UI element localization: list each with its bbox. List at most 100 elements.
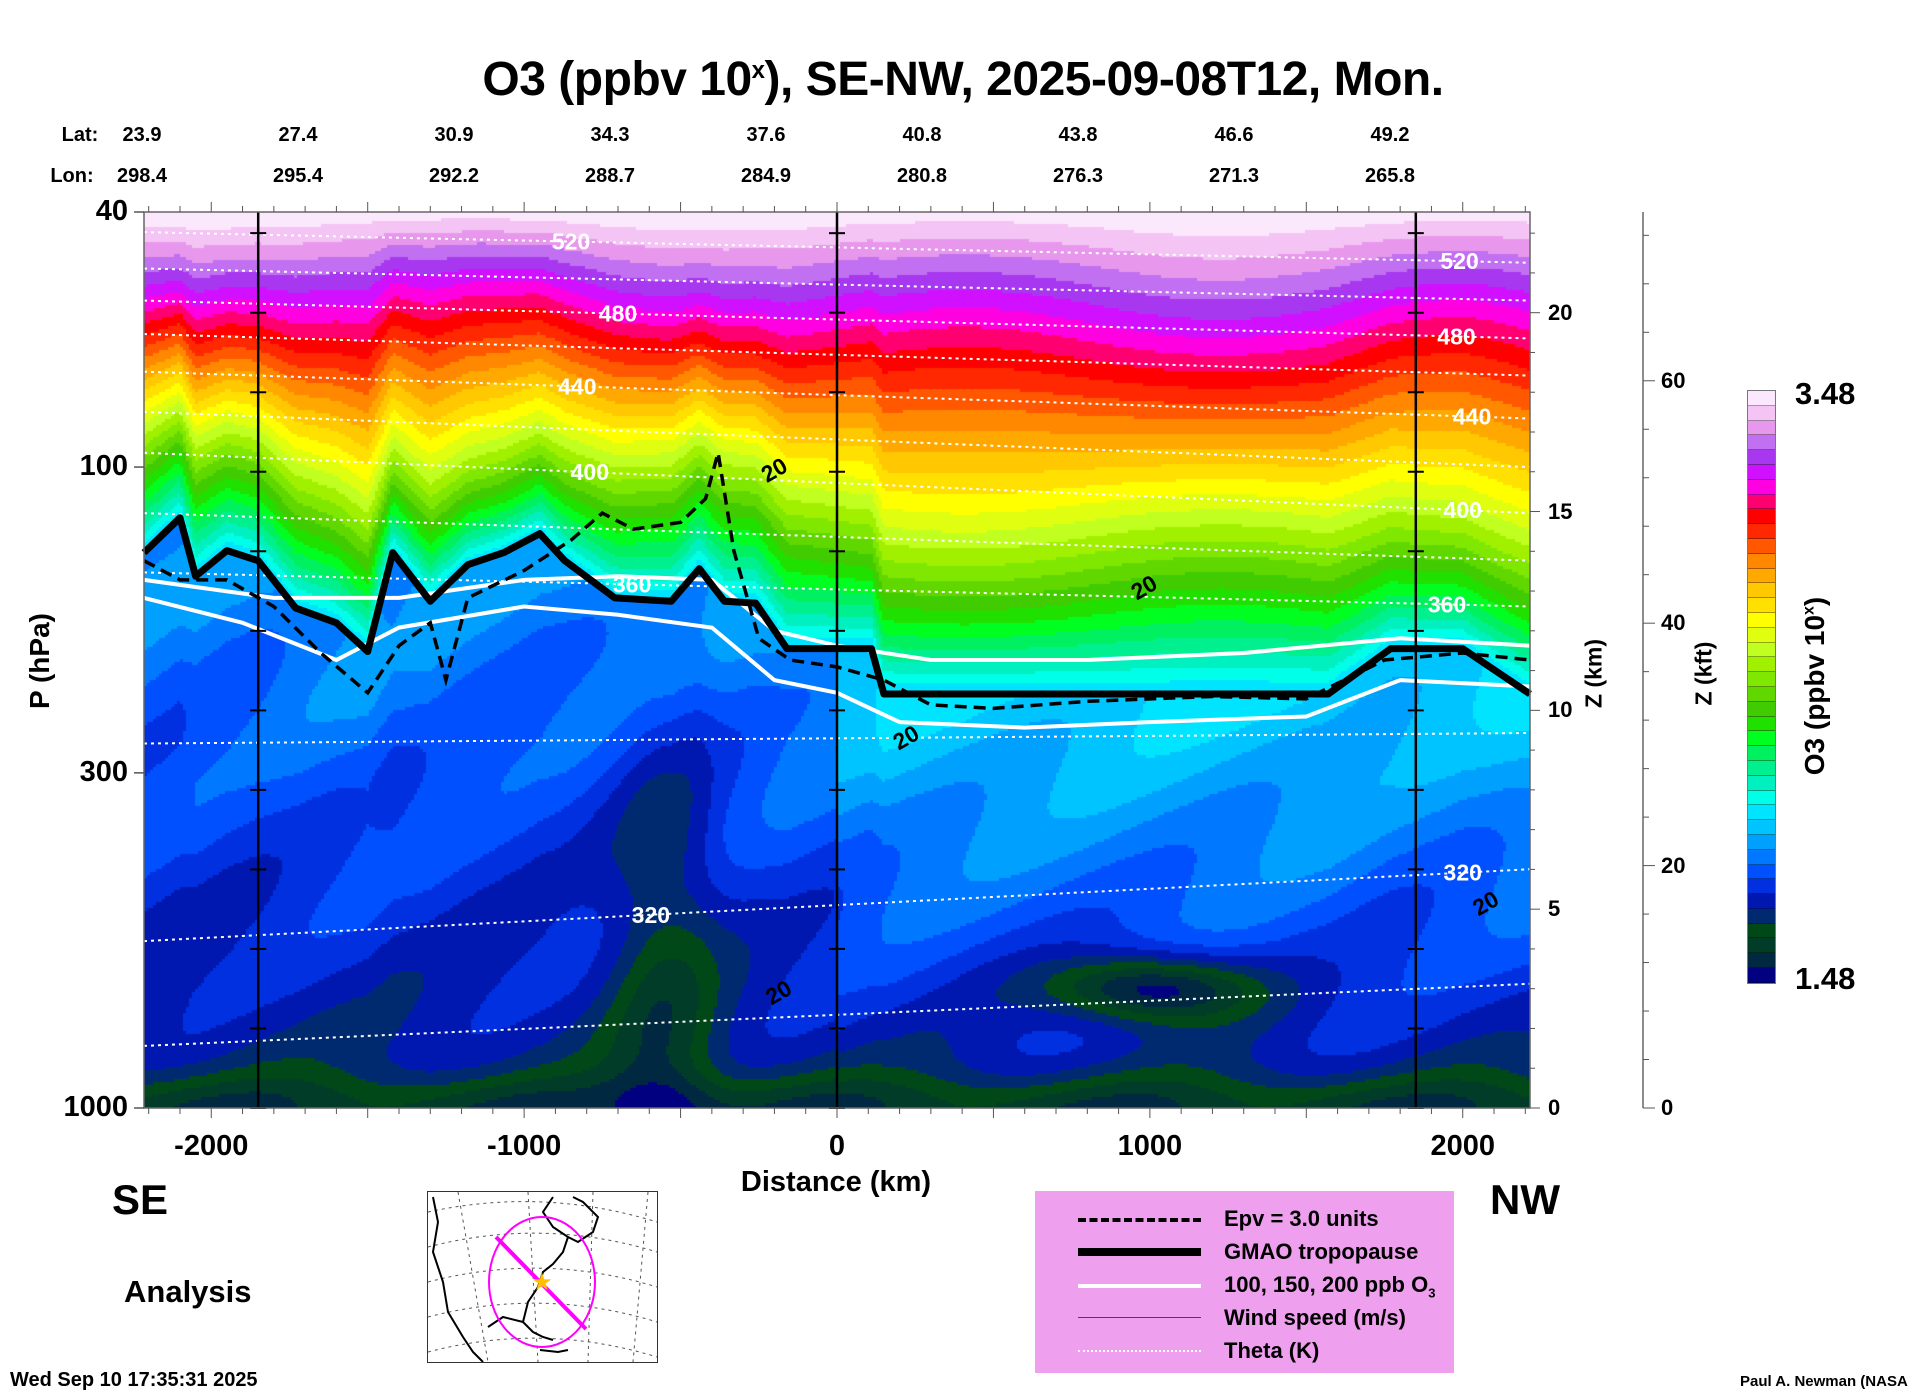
colorbar-swatch (1748, 923, 1775, 939)
x-tick-label: -2000 (174, 1130, 249, 1162)
direction-se-label: SE (112, 1176, 169, 1223)
lon-value: 295.4 (272, 165, 324, 187)
radius-circle (488, 1216, 596, 1348)
coastline (431, 1196, 600, 1363)
x-tick-label: 0 (828, 1130, 846, 1162)
legend-item-label: 100, 150, 200 ppb O3 (1224, 1272, 1435, 1300)
colorbar-swatch (1748, 968, 1775, 983)
lon-value: 298.4 (116, 165, 168, 187)
legend-label-text: 100, 150, 200 ppb O (1224, 1272, 1429, 1297)
theta-label: 520 (552, 229, 590, 255)
legend-label-text: Epv = 3.0 units (1224, 1206, 1379, 1231)
z-kft-axis-label: Z (kft) (1690, 641, 1717, 706)
colorbar-swatch (1748, 420, 1775, 436)
colorbar-swatch (1748, 908, 1775, 924)
z-kft-tick-label: 60 (1661, 367, 1686, 393)
credit: Paul A. Newman (NASA (1740, 1373, 1908, 1390)
z-kft-tick-label: 0 (1661, 1095, 1674, 1120)
colorbar-swatch (1748, 568, 1775, 584)
y-tick-label: 40 (95, 195, 128, 227)
colorbar-swatch (1748, 672, 1775, 687)
wind-speed-label: 20 (1468, 885, 1503, 920)
theta-label: 400 (571, 459, 609, 485)
analysis-label: Analysis (124, 1274, 252, 1309)
colorbar-swatch (1748, 479, 1775, 495)
lon-value: 292.2 (428, 165, 480, 187)
x-axis-label: Distance (km) (740, 1166, 932, 1198)
legend-label-subscript: 3 (1428, 1285, 1436, 1301)
y-tick-label: 100 (79, 450, 128, 483)
tropopause-line (141, 514, 1532, 698)
colorbar-swatch (1748, 805, 1775, 821)
colorbar-swatch (1748, 464, 1775, 480)
colorbar-swatch (1748, 435, 1775, 451)
theta-label: 360 (1428, 591, 1466, 617)
lat-value: 40.8 (902, 124, 942, 146)
colorbar-swatch (1748, 657, 1775, 673)
center-star-icon: ★ (531, 1269, 553, 1296)
wind-speed-label: 20 (1126, 570, 1161, 605)
lat-value: 30.9 (434, 124, 474, 146)
lat-value: 43.8 (1058, 124, 1098, 146)
legend-item-label: Wind speed (m/s) (1224, 1305, 1406, 1331)
lon-value: 288.7 (584, 165, 636, 187)
z-km-tick-label: 5 (1548, 896, 1561, 922)
colorbar-swatch (1748, 642, 1775, 658)
legend-label-text: Wind speed (m/s) (1224, 1305, 1406, 1330)
map-svg: ★ (427, 1191, 658, 1363)
wind-speed-label: 20 (761, 975, 796, 1010)
colorbar-swatch (1748, 775, 1775, 791)
x-tick-label: 1000 (1117, 1130, 1183, 1162)
wind-speed-label: 20 (888, 720, 923, 755)
z-km-tick-label: 0 (1548, 1095, 1561, 1120)
colorbar-swatch (1748, 509, 1775, 525)
colorbar-swatch (1748, 849, 1775, 865)
legend-label-text: GMAO tropopause (1224, 1239, 1419, 1264)
colorbar-swatch (1748, 864, 1775, 880)
legend-swatch-dotted (1078, 1350, 1201, 1352)
legend-swatch-thin (1078, 1317, 1201, 1318)
z-kft-tick-label: 20 (1661, 852, 1686, 878)
colorbar-swatch (1748, 953, 1775, 969)
colorbar-swatch (1748, 716, 1775, 732)
lon-value: 265.8 (1364, 165, 1416, 187)
epv-line (143, 452, 1531, 711)
legend-item-label: Theta (K) (1224, 1338, 1319, 1364)
o3-contour-100 (143, 595, 1531, 730)
z-km-tick-label: 10 (1548, 697, 1573, 723)
lat-value: 34.3 (590, 124, 630, 146)
colorbar (1747, 390, 1776, 984)
colorbar-swatch (1748, 731, 1775, 747)
plot-area: 520 520 480 480 440 440 400 400 360 360 320 320 20 20… (134, 202, 1655, 1118)
legend-swatch-thick (1078, 1248, 1201, 1256)
colorbar-swatch (1748, 598, 1775, 613)
colorbar-swatch (1748, 894, 1775, 909)
colorbar-swatch (1748, 627, 1775, 643)
legend-swatch-dashed (1078, 1218, 1201, 1222)
legend-item-label: Epv = 3.0 units (1224, 1206, 1379, 1232)
colorbar-swatch (1748, 405, 1775, 421)
lat-value: 23.9 (122, 124, 162, 146)
lat-value: 46.6 (1214, 124, 1254, 146)
lon-value: 284.9 (740, 165, 792, 187)
colorbar-swatch (1748, 524, 1775, 539)
theta-label: 480 (1437, 323, 1475, 349)
y-axis-label: P (hPa) (24, 613, 55, 709)
colorbar-swatch (1748, 494, 1775, 510)
lat-value: 37.6 (746, 124, 786, 146)
colorbar-swatch (1748, 450, 1775, 465)
colorbar-swatch (1748, 879, 1775, 895)
colorbar-swatch (1748, 583, 1775, 599)
legend-label-text: Theta (K) (1224, 1338, 1320, 1363)
colorbar-min-label: 1.48 (1795, 961, 1856, 996)
cross-section-line (494, 1235, 588, 1331)
z-km-axis-label: Z (km) (1580, 639, 1607, 708)
colorbar-swatch (1748, 701, 1775, 717)
colorbar-swatch (1748, 686, 1775, 702)
direction-nw-label: NW (1490, 1176, 1560, 1223)
x-tick-label: -1000 (487, 1130, 562, 1162)
colorbar-swatch (1748, 612, 1775, 628)
colorbar-swatch (1748, 820, 1775, 835)
lat-value: 27.4 (278, 124, 318, 146)
